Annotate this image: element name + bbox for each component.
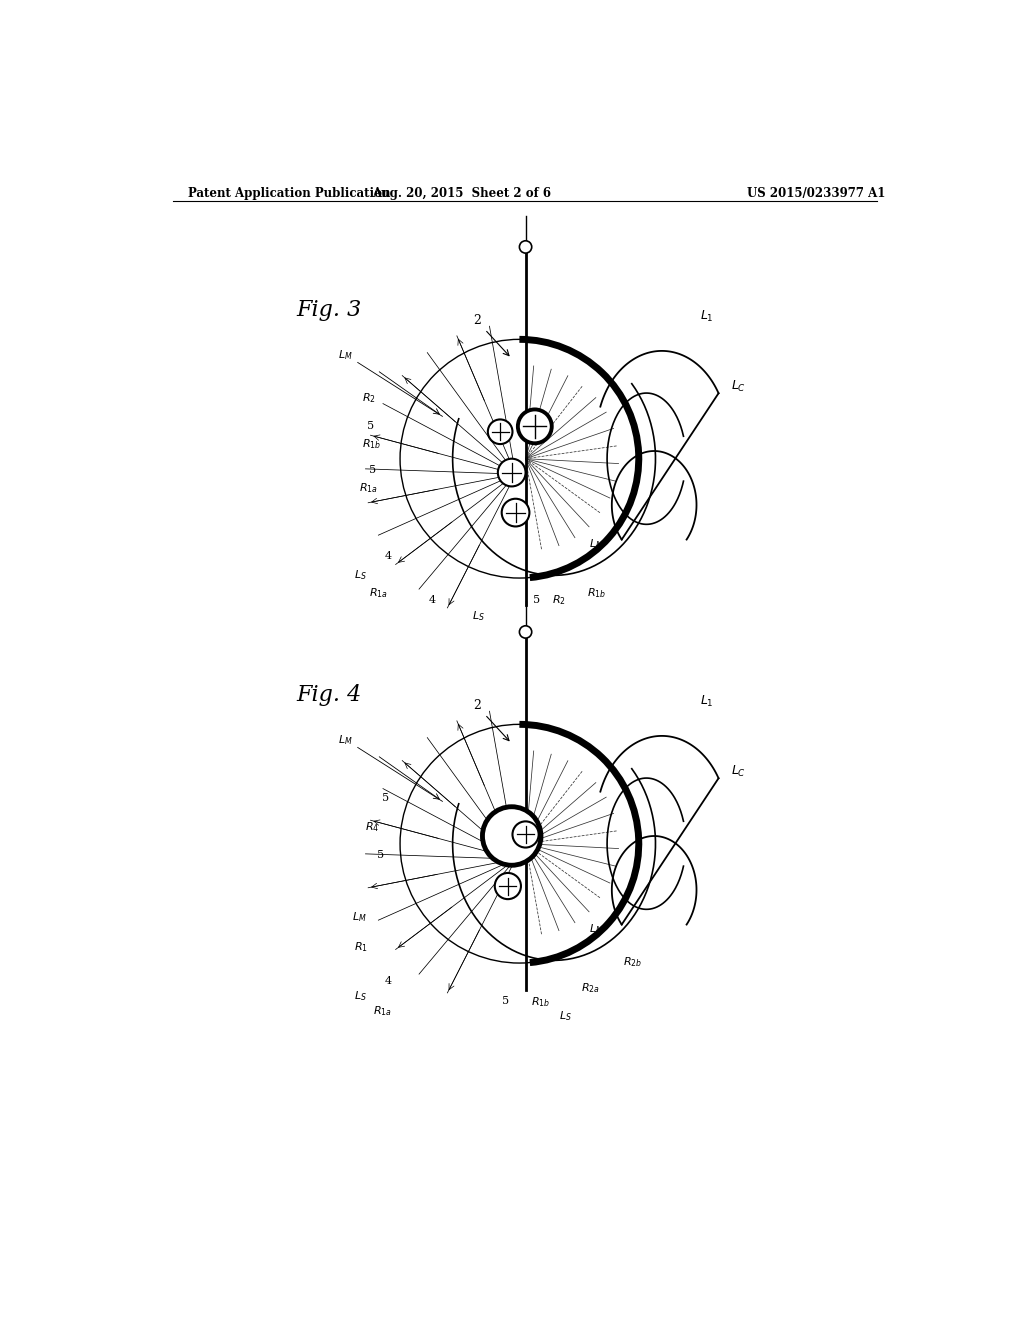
Text: $L_M$: $L_M$ [589,923,603,936]
Circle shape [482,807,541,866]
Text: $R_{1b}$: $R_{1b}$ [361,437,381,451]
Circle shape [518,409,552,444]
Text: $R_{1b}$: $R_{1b}$ [587,586,606,599]
Text: $L_M$: $L_M$ [351,911,367,924]
Text: $R_2$: $R_2$ [361,391,376,405]
Text: $L_C$: $L_C$ [731,379,746,393]
Text: 5: 5 [367,421,374,432]
Text: 2: 2 [473,700,481,711]
Text: $L_M$: $L_M$ [339,348,353,363]
Text: Fig. 4: Fig. 4 [296,684,361,706]
Text: $L_1$: $L_1$ [700,309,714,325]
Text: US 2015/0233977 A1: US 2015/0233977 A1 [746,187,885,199]
Text: $L_S$: $L_S$ [354,568,367,582]
Text: Patent Application Publication: Patent Application Publication [188,187,391,199]
Text: 5: 5 [503,995,510,1006]
Text: $R_4$: $R_4$ [366,820,380,834]
Circle shape [519,626,531,638]
Text: $R_2$: $R_2$ [552,594,565,607]
Text: $R_{1a}$: $R_{1a}$ [373,1005,392,1019]
Text: Aug. 20, 2015  Sheet 2 of 6: Aug. 20, 2015 Sheet 2 of 6 [372,187,551,199]
Text: 5: 5 [370,465,377,475]
Text: 4: 4 [385,975,392,986]
Text: 2: 2 [473,314,481,327]
Text: $L_M$: $L_M$ [589,537,603,550]
Text: $R_{1a}$: $R_{1a}$ [359,480,378,495]
Circle shape [498,459,525,487]
Text: $L_1$: $L_1$ [700,694,714,709]
Text: 5: 5 [534,595,541,606]
Text: $L_S$: $L_S$ [354,989,367,1003]
Text: 4: 4 [429,595,435,606]
Text: $R_{2a}$: $R_{2a}$ [581,982,600,995]
Circle shape [519,240,531,253]
Circle shape [512,821,539,847]
Text: $L_M$: $L_M$ [339,734,353,747]
Text: $R_1$: $R_1$ [354,940,368,954]
Text: $R_{1a}$: $R_{1a}$ [370,586,388,599]
Text: $L_C$: $L_C$ [731,763,746,779]
Text: $R_{1b}$: $R_{1b}$ [531,995,550,1010]
Text: 5: 5 [377,850,384,859]
Text: $L_S$: $L_S$ [472,609,484,623]
Text: Fig. 3: Fig. 3 [296,300,361,321]
Text: $L_S$: $L_S$ [559,1010,572,1023]
Circle shape [495,873,521,899]
Text: $R_{2b}$: $R_{2b}$ [624,956,643,969]
Text: 4: 4 [385,550,392,561]
Circle shape [502,499,529,527]
Circle shape [487,420,512,444]
Text: 5: 5 [382,793,389,804]
